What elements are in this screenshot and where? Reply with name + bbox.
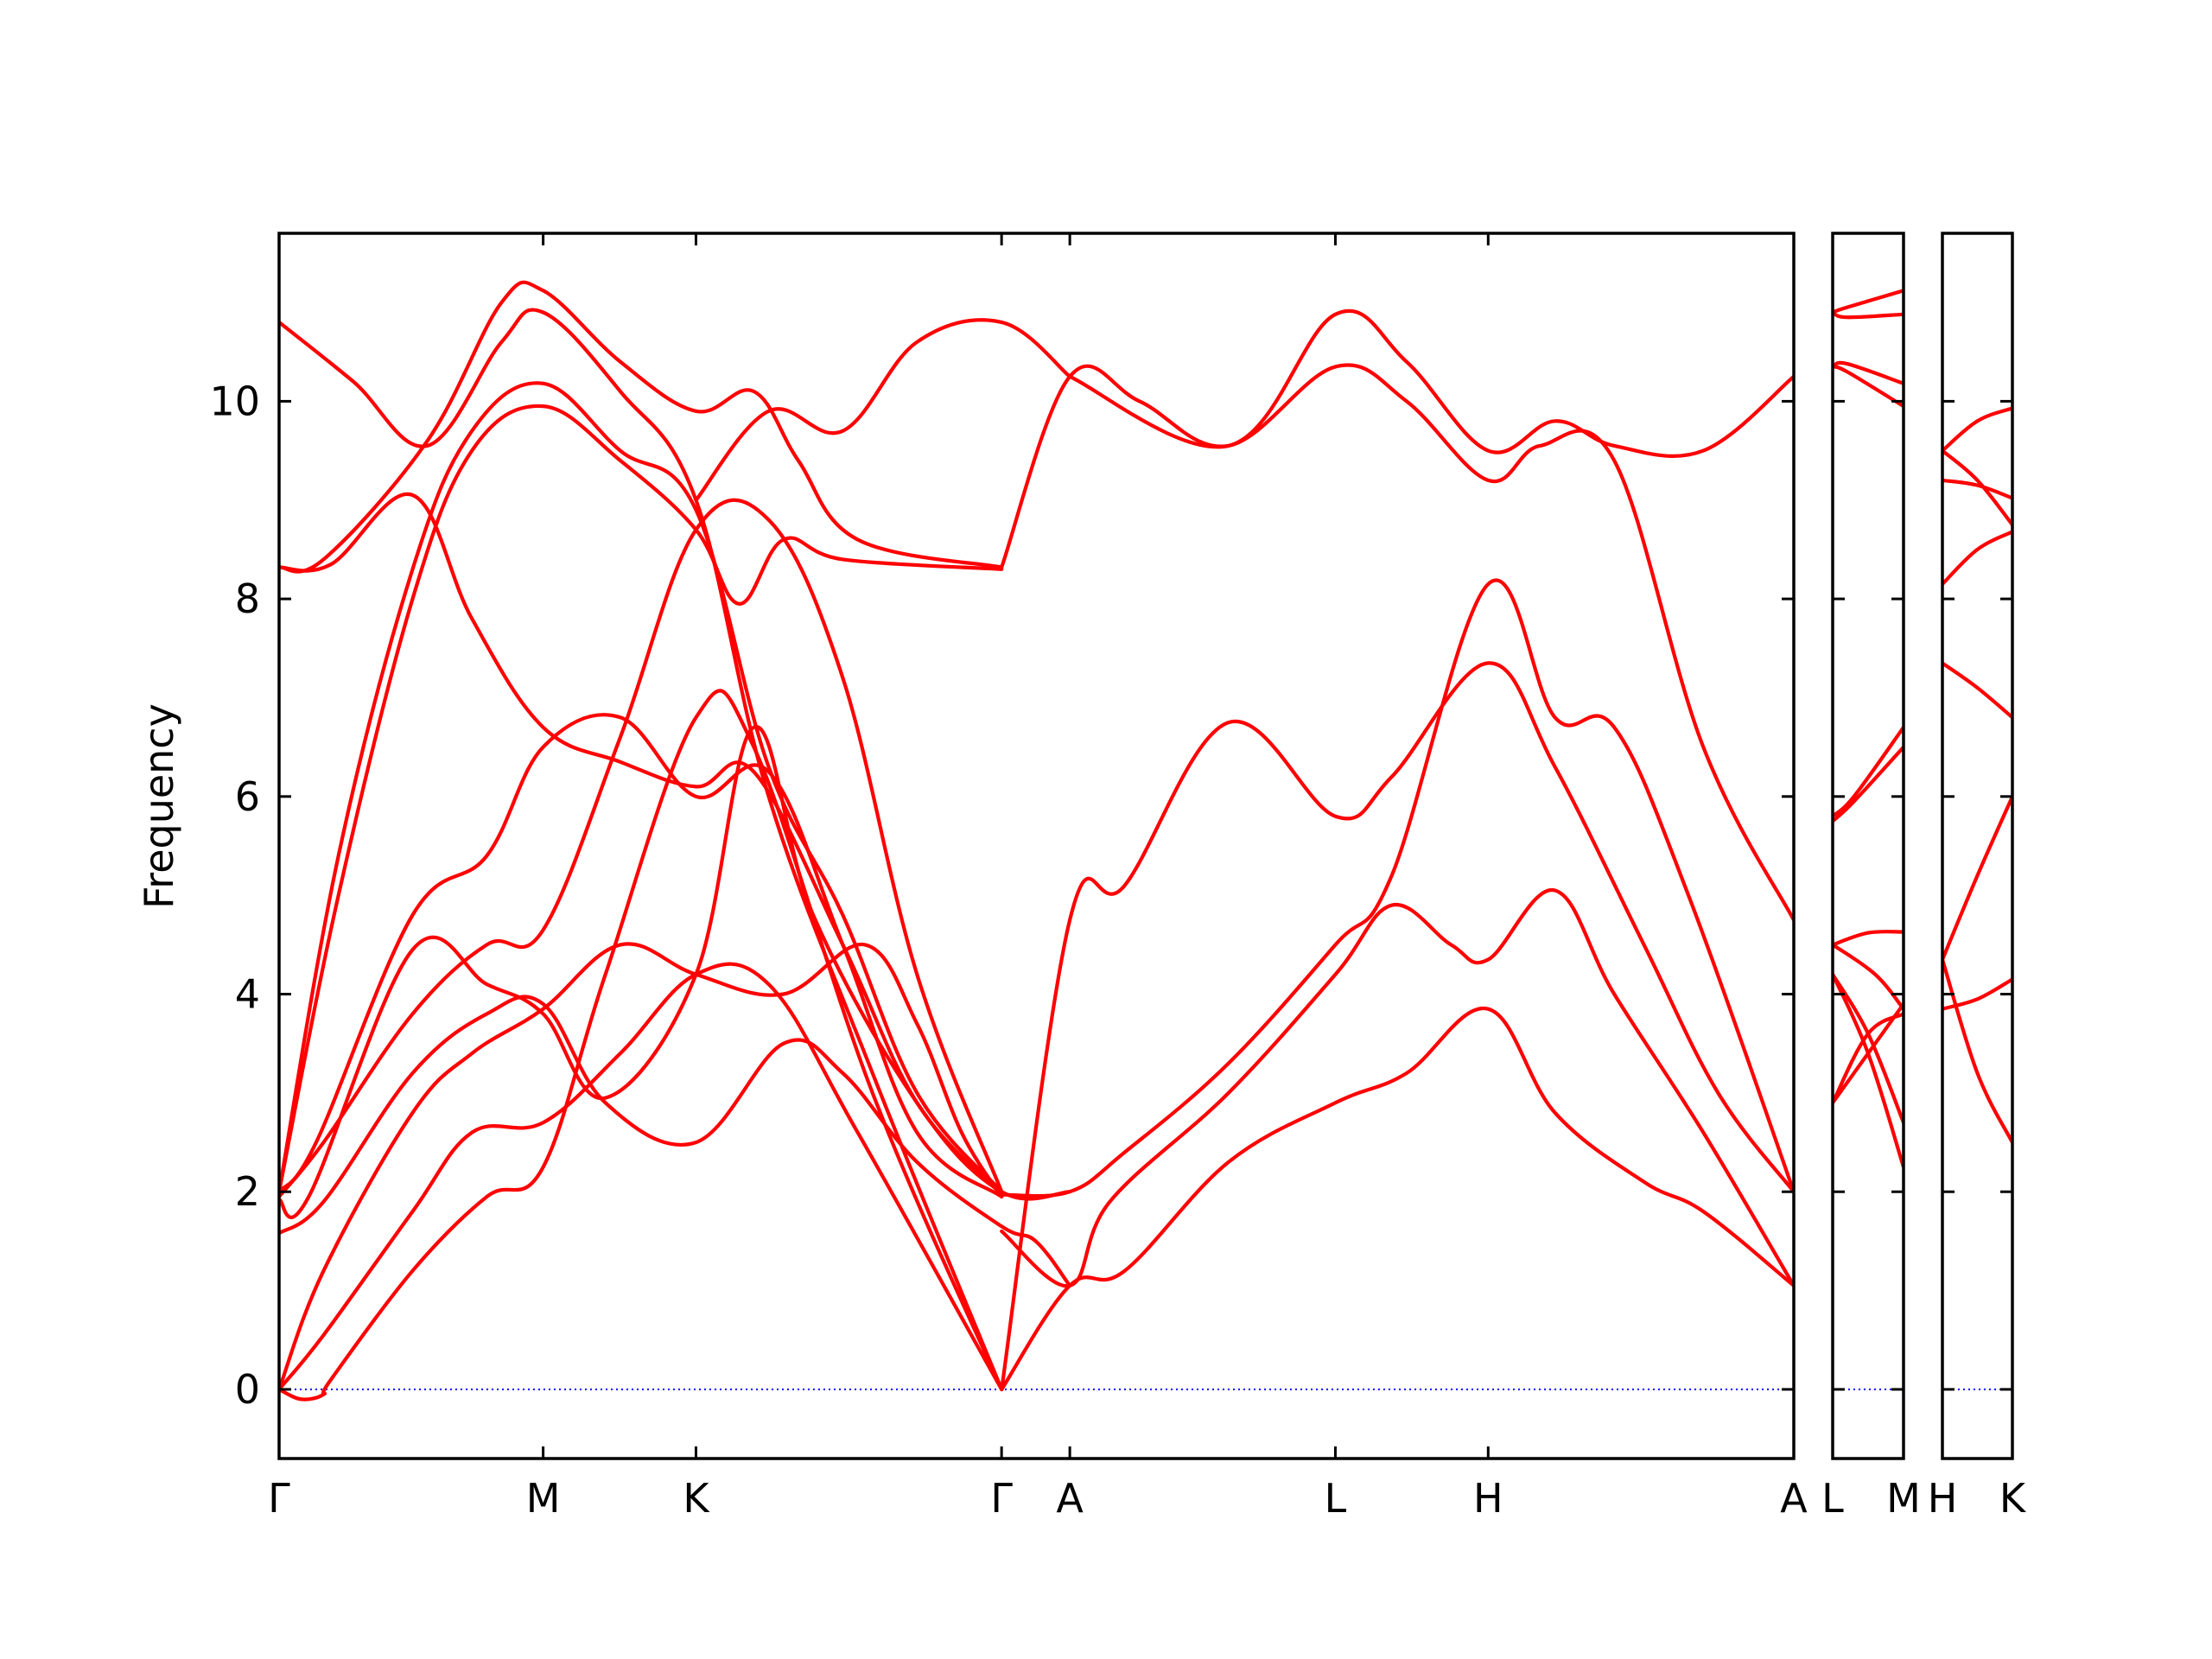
- band-line: [1942, 957, 2012, 1145]
- band-line: [1000, 661, 1794, 1392]
- panel-frame: [1941, 232, 2014, 1460]
- band-line: [1833, 943, 1904, 1011]
- band-line: [1000, 888, 1794, 1288]
- band-line: [1833, 310, 1904, 320]
- y-tick-label: 4: [235, 971, 260, 1018]
- band-line: [1833, 745, 1904, 823]
- band-line: [279, 942, 1004, 1392]
- band-line: [1068, 308, 1794, 458]
- band-line: [279, 689, 1004, 1402]
- x-tick-label: A: [1056, 1475, 1084, 1522]
- band-line: [279, 962, 1004, 1392]
- band-line: [279, 995, 1072, 1287]
- x-tick-label: H: [1928, 1475, 1958, 1522]
- y-tick-label: 0: [235, 1366, 260, 1413]
- band-line: [279, 404, 1004, 1194]
- y-tick-label: 6: [235, 773, 260, 820]
- panel-frame: [277, 232, 1796, 1460]
- band-line: [1833, 930, 1904, 947]
- x-tick-label: Γ: [990, 1475, 1013, 1522]
- x-tick-label: Γ: [268, 1475, 290, 1522]
- band-line: [1000, 1006, 1794, 1392]
- panel-frame: [1831, 232, 1905, 1460]
- x-tick-label: L: [1325, 1475, 1347, 1522]
- band-series-group: [1833, 289, 1904, 1169]
- x-tick-label: H: [1473, 1475, 1503, 1522]
- x-tick-label: M: [526, 1475, 561, 1522]
- x-tick-label: M: [1886, 1475, 1921, 1522]
- band-line: [1833, 1012, 1904, 1105]
- band-line: [279, 280, 1004, 574]
- band-line: [1942, 448, 2012, 527]
- band-series-group: [279, 280, 1794, 1402]
- band-line: [1942, 977, 2012, 1011]
- band-line: [279, 498, 1004, 1199]
- band-line: [1942, 661, 2012, 720]
- band-line: [279, 308, 1004, 1392]
- band-line: [279, 381, 1004, 1194]
- band-line: [1833, 365, 1904, 409]
- band-line: [1000, 578, 1794, 1198]
- band-line: [1942, 530, 2012, 587]
- x-tick-label: L: [1821, 1475, 1844, 1522]
- band-series-group: [1942, 406, 2012, 1145]
- band-line: [1942, 406, 2012, 453]
- y-tick-label: 2: [235, 1168, 260, 1215]
- x-tick-label: K: [683, 1475, 710, 1522]
- band-line: [694, 318, 1072, 502]
- x-tick-label: K: [1999, 1475, 2027, 1522]
- band-line: [1942, 794, 2012, 962]
- band-line: [1833, 725, 1904, 818]
- band-line: [279, 492, 1004, 1197]
- y-axis-label: Frequency: [136, 703, 182, 909]
- y-tick-label: 8: [235, 575, 260, 622]
- band-line: [1942, 478, 2012, 500]
- x-tick-label: A: [1780, 1475, 1808, 1522]
- band-line: [1000, 363, 1794, 922]
- y-tick-label: 10: [209, 378, 260, 424]
